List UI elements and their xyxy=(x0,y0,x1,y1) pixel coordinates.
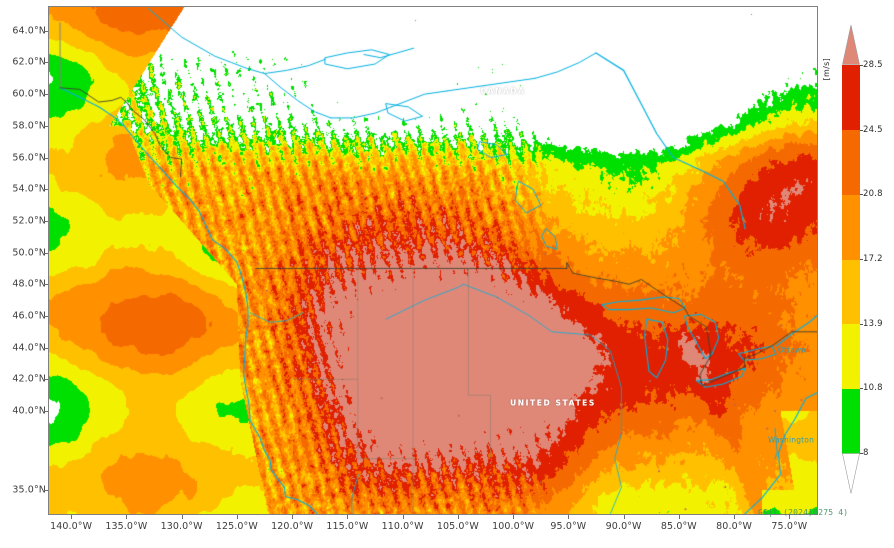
longitude-tick-label: 115.0°W xyxy=(326,521,369,532)
latitude-tick-label: 64.0°N xyxy=(12,25,46,37)
latitude-tick-label: 62.0°N xyxy=(12,56,46,68)
longitude-tick-label: 95.0°W xyxy=(550,521,587,532)
latitude-tick-label: 60.0°N xyxy=(12,88,46,100)
longitude-tick-mark xyxy=(623,515,625,519)
latitude-tick-label: 35.0°N xyxy=(12,484,46,496)
latitude-tick-mark xyxy=(44,315,48,317)
longitude-tick-label: 90.0°W xyxy=(605,521,642,532)
longitude-tick-label: 75.0°W xyxy=(771,521,808,532)
latitude-tick-label: 40.0°N xyxy=(12,405,46,417)
latitude-tick-label: 54.0°N xyxy=(12,183,46,195)
latitude-tick-mark xyxy=(44,284,48,286)
colorbar-tick-mark xyxy=(860,453,863,454)
colorbar-band xyxy=(842,129,860,195)
dataset-watermark: GS|t (2024)0275 4) xyxy=(758,508,849,517)
latitude-tick-mark xyxy=(44,347,48,349)
latitude-tick-mark xyxy=(44,30,48,32)
colorbar-unit-label: [m/s] xyxy=(822,58,831,81)
longitude-tick-label: 100.0°W xyxy=(492,521,535,532)
latitude-tick-mark xyxy=(44,125,48,127)
longitude-tick-label: 110.0°W xyxy=(381,521,424,532)
colorbar-tick-label: 17.2 xyxy=(863,254,883,264)
longitude-tick-label: 140.0°W xyxy=(50,521,93,532)
latitude-tick-mark xyxy=(44,411,48,413)
colorbar-band xyxy=(842,194,860,260)
longitude-tick-mark xyxy=(347,515,349,519)
colorbar-tick-label: 10.8 xyxy=(863,383,883,394)
latitude-tick-label: 44.0°N xyxy=(12,342,46,354)
longitude-tick-label: 130.0°W xyxy=(160,521,203,532)
longitude-tick-label: 135.0°W xyxy=(105,521,148,532)
colorbar-tick-label: 20.8 xyxy=(863,189,883,200)
longitude-tick-mark xyxy=(126,515,128,519)
latitude-tick-mark xyxy=(44,62,48,64)
colorbar-band xyxy=(842,65,860,131)
latitude-tick-mark xyxy=(44,94,48,96)
latitude-tick-label: 58.0°N xyxy=(12,120,46,132)
colorbar[interactable] xyxy=(842,24,860,494)
longitude-tick-mark xyxy=(734,515,736,519)
longitude-tick-mark xyxy=(568,515,570,519)
map-plot-area[interactable] xyxy=(48,6,818,515)
latitude-tick-label: 48.0°N xyxy=(12,278,46,290)
latitude-tick-mark xyxy=(44,220,48,222)
longitude-tick-mark xyxy=(181,515,183,519)
colorbar-over-arrow xyxy=(842,24,860,65)
colorbar-tick-mark xyxy=(860,259,863,260)
longitude-tick-label: 120.0°W xyxy=(271,521,314,532)
colorbar-band xyxy=(842,323,860,389)
latitude-tick-label: 46.0°N xyxy=(12,310,46,322)
colorbar-tick-label: 13.9 xyxy=(863,318,883,329)
longitude-tick-mark xyxy=(71,515,73,519)
colorbar-under-arrow xyxy=(842,453,860,494)
latitude-tick-mark xyxy=(44,490,48,492)
longitude-tick-mark xyxy=(513,515,515,519)
longitude-tick-mark xyxy=(678,515,680,519)
colorbar-tick-mark xyxy=(860,388,863,390)
colorbar-bands xyxy=(842,65,860,454)
longitude-tick-mark xyxy=(236,515,238,519)
longitude-tick-label: 85.0°W xyxy=(660,521,697,532)
latitude-tick-label: 50.0°N xyxy=(12,247,46,259)
latitude-tick-mark xyxy=(44,157,48,159)
colorbar-tick-label: 28.5 xyxy=(863,60,883,70)
colorbar-tick-mark xyxy=(860,65,863,66)
latitude-tick-mark xyxy=(44,189,48,191)
latitude-tick-mark xyxy=(44,379,48,381)
colorbar-band xyxy=(842,259,860,325)
colorbar-tick-label: 24.5 xyxy=(863,124,883,135)
latitude-tick-mark xyxy=(44,252,48,254)
longitude-tick-label: 105.0°W xyxy=(436,521,479,532)
longitude-tick-label: 125.0°W xyxy=(215,521,258,532)
colorbar-tick-mark xyxy=(860,129,863,131)
latitude-tick-label: 52.0°N xyxy=(12,215,46,227)
latitude-tick-label: 56.0°N xyxy=(12,152,46,164)
colorbar-band xyxy=(842,388,860,454)
longitude-tick-mark xyxy=(457,515,459,519)
colorbar-tick-mark xyxy=(860,323,863,325)
longitude-tick-mark xyxy=(402,515,404,519)
longitude-tick-mark xyxy=(789,515,791,519)
colorbar-tick-mark xyxy=(860,194,863,196)
map-features-overlay xyxy=(49,7,817,514)
longitude-tick-label: 80.0°W xyxy=(716,521,753,532)
longitude-tick-mark xyxy=(292,515,294,519)
latitude-tick-label: 42.0°N xyxy=(12,373,46,385)
colorbar-tick-label: 8 xyxy=(863,448,869,458)
latitude-axis: 64.0°N 62.0°N 60.0°N 58.0°N 56.0°N 54.0°N 52.0… xyxy=(0,0,48,548)
